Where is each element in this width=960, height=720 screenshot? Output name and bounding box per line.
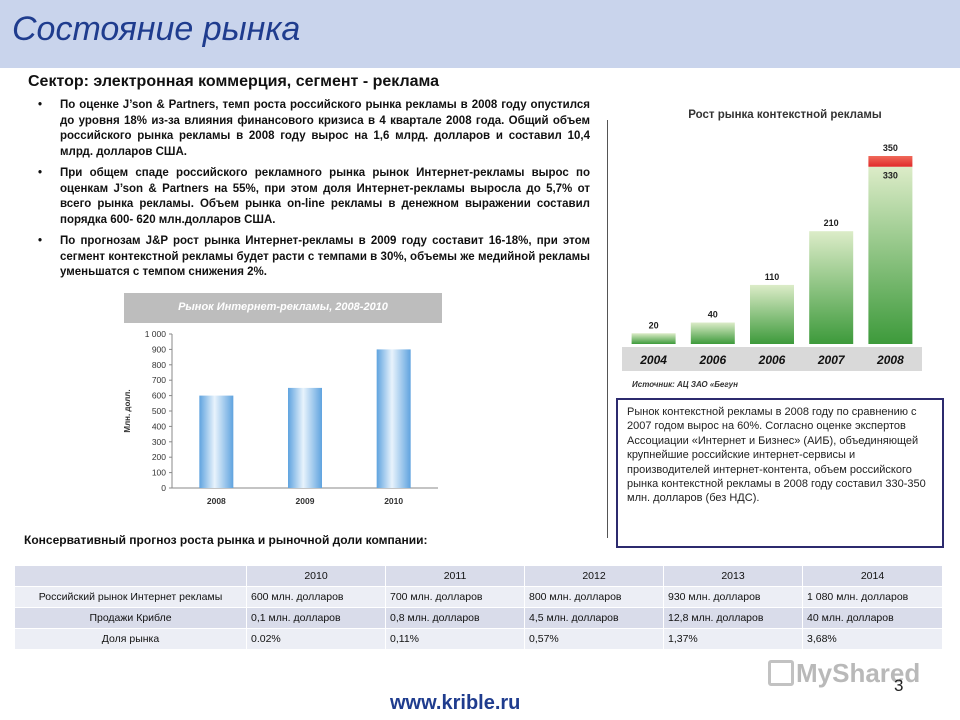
bullet-item: • По оценке J’son & Partners, темп роста … bbox=[38, 98, 590, 160]
x-tick-label: 2006 bbox=[698, 353, 726, 367]
y-tick-label: 600 bbox=[152, 391, 166, 401]
table-header-row: 2010 2011 2012 2013 2014 bbox=[14, 565, 943, 587]
bullet-item: • По прогнозам J&P рост рынка Интернет-ре… bbox=[38, 234, 590, 281]
stack-top-segment bbox=[868, 156, 913, 167]
y-axis-label: Млн. долл. bbox=[123, 389, 132, 432]
x-tick-label: 2007 bbox=[817, 353, 846, 367]
table-header-cell: 2010 bbox=[246, 565, 386, 587]
logo-text: MyShared bbox=[796, 658, 921, 688]
bar-2006-1 bbox=[690, 322, 735, 344]
table-cell: 40 млн. долларов bbox=[802, 607, 943, 629]
chart-source: Источник: АЦ ЗАО «Бегун bbox=[632, 380, 738, 389]
y-tick-label: 100 bbox=[152, 468, 166, 478]
y-tick-label: 400 bbox=[152, 421, 166, 431]
context-ad-infobox: Рынок контекстной рекламы в 2008 году по… bbox=[616, 398, 944, 548]
table-header-cell: 2012 bbox=[524, 565, 664, 587]
myshared-logo: MyShared bbox=[768, 658, 920, 689]
table-cell: 700 млн. долларов bbox=[385, 586, 525, 608]
table-corner-cell bbox=[14, 565, 247, 587]
table-cell: 4,5 млн. долларов bbox=[524, 607, 664, 629]
bullet-text: По прогнозам J&P рост рынка Интернет-рек… bbox=[60, 235, 590, 278]
page-title: Состояние рынка bbox=[12, 10, 301, 48]
bullet-mark: • bbox=[38, 99, 43, 111]
table-cell: 0.02% bbox=[246, 628, 386, 650]
table-header-cell: 2011 bbox=[385, 565, 525, 587]
table-cell: 930 млн. долларов bbox=[663, 586, 803, 608]
y-tick-label: 900 bbox=[152, 344, 166, 354]
y-tick-label: 800 bbox=[152, 360, 166, 370]
table-cell: 1,37% bbox=[663, 628, 803, 650]
bar-2008-4 bbox=[868, 166, 913, 344]
y-tick-label: 0 bbox=[161, 483, 166, 493]
table-cell: 0,11% bbox=[385, 628, 525, 650]
bar-2007-3 bbox=[809, 231, 854, 344]
forecast-table: 2010 2011 2012 2013 2014 Российский рыно… bbox=[14, 565, 943, 650]
internet-ad-chart: 0 100 200 300 400 500 600 700 800 900 1 000 Млн. до… bbox=[123, 329, 438, 506]
bullet-text: При общем спаде российского рекламного р… bbox=[60, 167, 590, 226]
table-cell: 12,8 млн. долларов bbox=[663, 607, 803, 629]
website-link[interactable]: www.krible.ru bbox=[390, 692, 521, 714]
table-row-label: Продажи Крибле bbox=[14, 607, 247, 629]
x-tick-label: 2006 bbox=[758, 353, 786, 367]
x-tick-label: 2010 bbox=[384, 496, 403, 506]
context-ad-chart: 20 40 110 210 330 350 2004 2006 2006 2007 2008 bbox=[622, 143, 922, 371]
context-ad-chart-title: Рост рынка контекстной рекламы bbox=[688, 109, 882, 121]
data-label: 210 bbox=[824, 218, 839, 228]
data-label: 110 bbox=[765, 272, 780, 282]
bullet-mark: • bbox=[38, 235, 43, 247]
table-row-label: Доля рынка bbox=[14, 628, 247, 650]
internet-ad-chart-title-box: Рынок Интернет-рекламы, 2008-2010 bbox=[124, 293, 442, 323]
bullet-item: • При общем спаде российского рекламного … bbox=[38, 166, 590, 228]
bar-2009 bbox=[288, 387, 322, 488]
table-row: Доля рынка 0.02% 0,11% 0,57% 1,37% 3,68% bbox=[14, 628, 943, 650]
y-tick-label: 500 bbox=[152, 406, 166, 416]
data-label: 20 bbox=[649, 320, 659, 330]
bullet-mark: • bbox=[38, 167, 43, 179]
table-cell: 800 млн. долларов bbox=[524, 586, 664, 608]
bar-2006-2 bbox=[750, 284, 794, 344]
internet-ad-chart-title: Рынок Интернет-рекламы, 2008-2010 bbox=[178, 301, 388, 313]
bullet-text: По оценке J’son & Partners, темп роста р… bbox=[60, 99, 590, 158]
page-number: 3 bbox=[894, 676, 904, 695]
y-tick-label: 700 bbox=[152, 375, 166, 385]
x-tick-label: 2004 bbox=[639, 353, 667, 367]
divider-line bbox=[607, 120, 608, 538]
bar-2004-0 bbox=[631, 333, 676, 344]
table-header-cell: 2013 bbox=[663, 565, 803, 587]
logo-icon bbox=[768, 660, 794, 686]
sector-subtitle: Сектор: электронная коммерция, сегмент -… bbox=[28, 73, 440, 90]
x-tick-label: 2008 bbox=[207, 496, 226, 506]
table-cell: 3,68% bbox=[802, 628, 943, 650]
x-tick-label: 2009 bbox=[296, 496, 315, 506]
table-cell: 0,8 млн. долларов bbox=[385, 607, 525, 629]
table-row: Российский рынок Интернет рекламы 600 мл… bbox=[14, 586, 943, 608]
table-row-label: Российский рынок Интернет рекламы bbox=[14, 586, 247, 608]
table-row: Продажи Крибле 0,1 млн. долларов 0,8 млн… bbox=[14, 607, 943, 629]
bullet-list: • По оценке J’son & Partners, темп роста … bbox=[38, 98, 590, 287]
table-cell: 600 млн. долларов bbox=[246, 586, 386, 608]
x-tick-label: 2008 bbox=[876, 353, 904, 367]
table-cell: 0,1 млн. долларов bbox=[246, 607, 386, 629]
header-bar: Состояние рынка bbox=[0, 0, 960, 68]
bar-2008 bbox=[199, 395, 234, 488]
table-header-cell: 2014 bbox=[802, 565, 943, 587]
y-tick-label: 200 bbox=[152, 452, 166, 462]
table-caption: Консервативный прогноз роста рынка и рын… bbox=[24, 533, 428, 547]
y-tick-label: 300 bbox=[152, 437, 166, 447]
data-label: 330 bbox=[883, 171, 898, 181]
y-tick-label: 1 000 bbox=[145, 329, 167, 339]
table-cell: 1 080 млн. долларов bbox=[802, 586, 943, 608]
data-label: 40 bbox=[708, 310, 718, 320]
x-axis-band bbox=[622, 347, 922, 371]
stack-total-label: 350 bbox=[883, 143, 898, 153]
bar-2010 bbox=[376, 349, 411, 488]
table-cell: 0,57% bbox=[524, 628, 664, 650]
